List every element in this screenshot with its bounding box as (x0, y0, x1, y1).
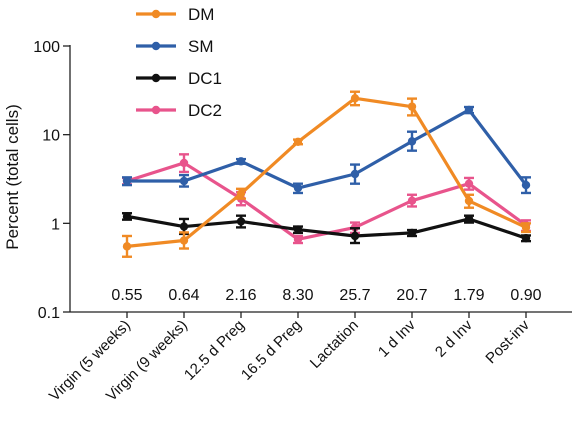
data-point (122, 176, 132, 186)
legend-swatch-marker (151, 73, 161, 83)
y-tick-label: 10 (42, 128, 60, 145)
data-point (521, 233, 531, 243)
data-point (179, 176, 189, 186)
value-annotation: 25.7 (339, 287, 370, 304)
data-point (293, 225, 303, 234)
legend-item-dc1: DC1 (136, 69, 222, 88)
series-dc1 (122, 212, 531, 245)
data-point (464, 196, 474, 206)
series-dm (122, 90, 531, 258)
legend-label: DC1 (188, 69, 222, 88)
legend: DM SM DC1 DC2 (136, 5, 222, 120)
x-tick-label: 2 d Inv (432, 316, 476, 360)
x-tick-label: Post-inv (482, 316, 533, 367)
legend-item-dc2: DC2 (136, 101, 222, 120)
data-point (236, 189, 246, 198)
y-tick-label: 0.1 (38, 305, 60, 322)
data-point (293, 137, 303, 147)
legend-item-sm: SM (136, 37, 214, 56)
data-point (350, 94, 360, 103)
x-tick-label: 16.5 d Preg (238, 317, 305, 384)
legend-swatch-marker (151, 41, 161, 51)
data-point (464, 105, 474, 115)
value-annotation: 20.7 (396, 287, 427, 304)
data-point (293, 183, 303, 193)
value-annotation: 8.30 (282, 287, 313, 304)
legend-swatch-marker (151, 9, 161, 19)
legend-swatch-marker (151, 105, 161, 115)
series-line (126, 96, 527, 248)
y-axis-label: Percent (total cells) (3, 104, 22, 250)
data-point (122, 212, 132, 221)
value-annotation: 0.90 (510, 287, 541, 304)
data-point (407, 228, 417, 238)
data-point (179, 222, 189, 231)
data-point (407, 196, 417, 205)
data-point (122, 242, 132, 251)
value-annotation: 1.79 (453, 287, 484, 304)
data-point (236, 157, 246, 166)
data-point (236, 217, 246, 226)
value-annotation: 0.64 (168, 287, 199, 304)
value-annotations: 0.55 0.64 2.16 8.30 25.7 20.7 1.79 0.90 (111, 287, 541, 304)
data-point (293, 235, 303, 244)
series-layer (122, 90, 531, 258)
data-point (521, 180, 531, 190)
data-point (521, 223, 531, 232)
data-point (464, 214, 474, 224)
data-point (179, 236, 189, 245)
data-point (407, 102, 417, 111)
legend-label: DC2 (188, 101, 222, 120)
data-point (179, 158, 189, 168)
value-annotation: 0.55 (111, 287, 142, 304)
legend-label: DM (188, 5, 214, 24)
data-point (350, 169, 360, 179)
x-tick-label: 1 d Inv (375, 316, 419, 360)
y-tick-label: 100 (33, 39, 60, 56)
legend-label: SM (188, 37, 214, 56)
x-tick-label: 12.5 d Preg (181, 317, 248, 384)
series-line (126, 214, 527, 240)
value-annotation: 2.16 (225, 287, 256, 304)
series-line (127, 108, 528, 190)
x-tick-label: Lactation (307, 317, 362, 372)
data-point (464, 179, 474, 188)
y-tick-label: 1 (51, 216, 60, 233)
data-point (350, 231, 360, 241)
series-sm (122, 105, 531, 195)
data-point (407, 137, 417, 146)
legend-item-dm: DM (136, 5, 214, 24)
